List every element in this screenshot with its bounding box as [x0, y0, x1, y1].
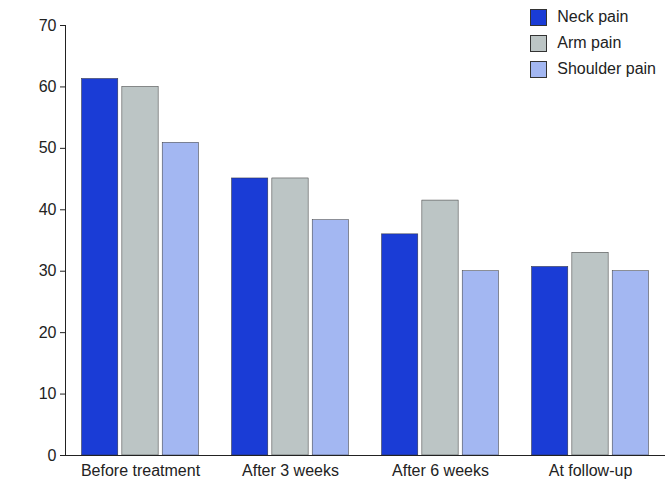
svg-text:40: 40	[39, 201, 57, 218]
html-text:Shoulder pain: Shoulder pain	[557, 60, 656, 77]
svg-text:60: 60	[39, 78, 57, 95]
svg-text:At follow-up: At follow-up	[549, 462, 633, 479]
svg-text:30: 30	[39, 262, 57, 279]
svg-text:50: 50	[39, 139, 57, 156]
svg-text:20: 20	[39, 324, 57, 341]
html-text:Arm pain: Arm pain	[557, 34, 622, 51]
svg-text:10: 10	[39, 385, 57, 402]
svg-text:After 3 weeks: After 3 weeks	[242, 462, 339, 479]
svg-text:After 6 weeks: After 6 weeks	[392, 462, 489, 479]
svg-text:0: 0	[48, 447, 57, 464]
svg-text:70: 70	[39, 17, 57, 34]
html-text:Neck pain: Neck pain	[557, 8, 629, 25]
svg-text:Before treatment: Before treatment	[81, 462, 201, 479]
